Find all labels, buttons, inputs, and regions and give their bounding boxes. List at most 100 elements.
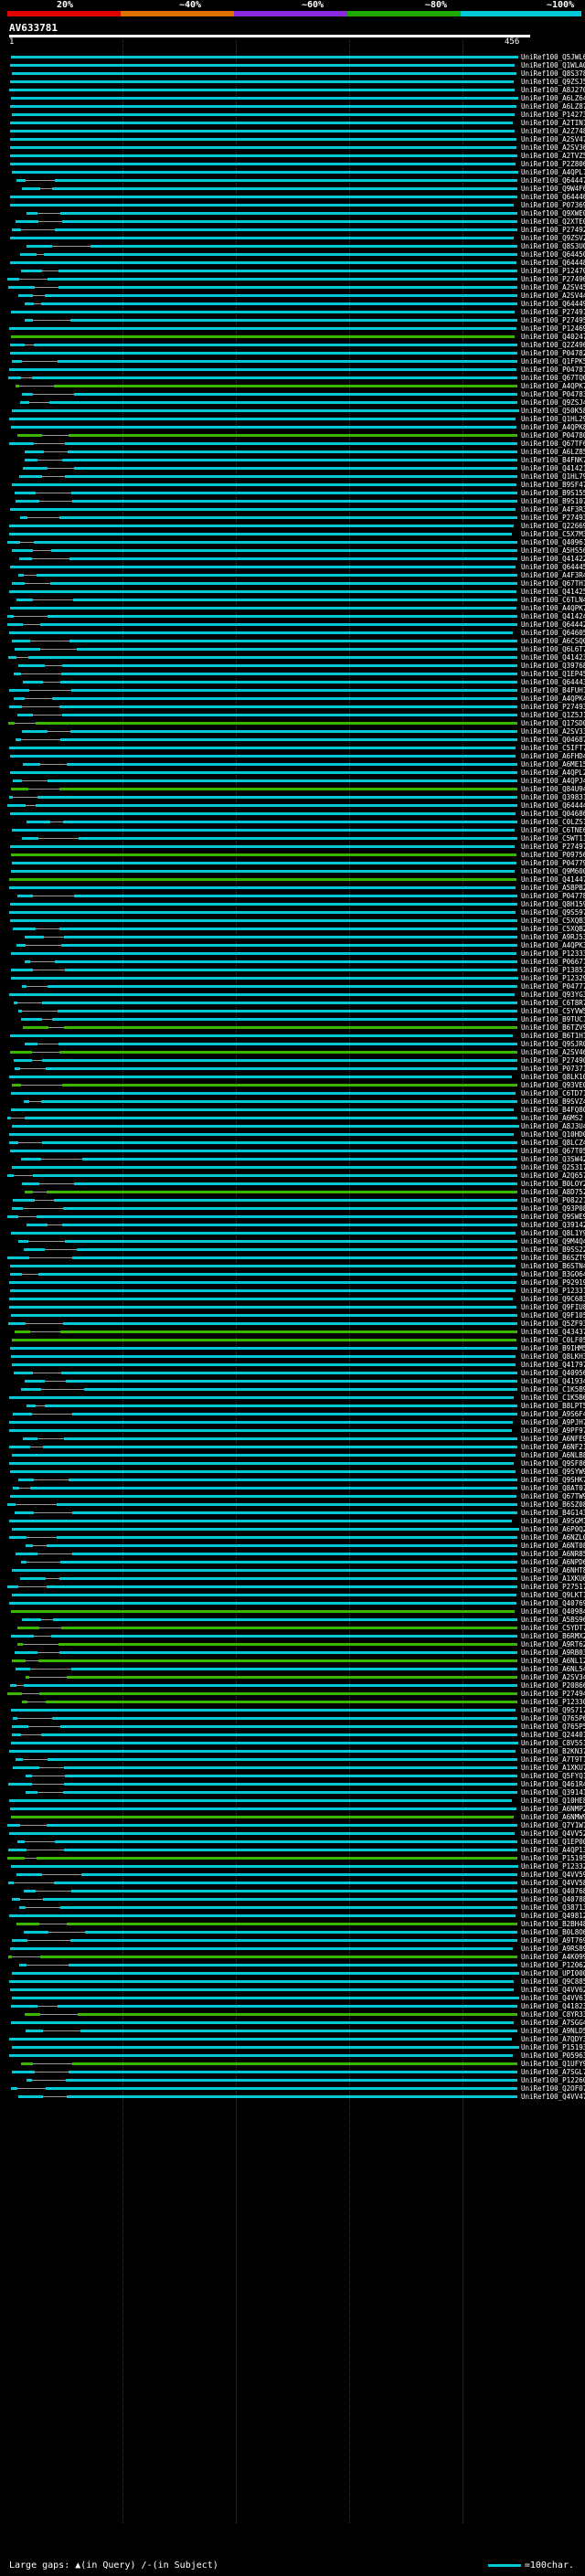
hit-row[interactable]: UniRef100_Q4VV58 [0, 1879, 585, 1887]
hit-row[interactable]: UniRef100_B4FNK7 [0, 456, 585, 464]
hit-label[interactable]: UniRef100_P04779 [521, 859, 585, 867]
hit-label[interactable]: UniRef100_A6MS2 [521, 1114, 583, 1122]
hit-label[interactable]: UniRef100_A4F3R4 [521, 571, 585, 579]
hit-label[interactable]: UniRef100_Q64448 [521, 259, 585, 267]
hit-row[interactable]: UniRef100_B9SF47 [0, 481, 585, 489]
hit-label[interactable]: UniRef100_P12329 [521, 974, 585, 982]
hit-label[interactable]: UniRef100_Q41424 [521, 612, 585, 620]
hit-row[interactable]: UniRef100_Q4VV59 [0, 1871, 585, 1879]
hit-label[interactable]: UniRef100_Q9SF86 [521, 1459, 585, 1468]
hit-label[interactable]: UniRef100_Q40768 [521, 1887, 585, 1895]
hit-label[interactable]: UniRef100_P12331 [521, 1287, 585, 1295]
hit-row[interactable]: UniRef100_A2Z748 [0, 127, 585, 135]
hit-label[interactable]: UniRef100_P27490 [521, 1056, 585, 1065]
hit-label[interactable]: UniRef100_A5BS96 [521, 1616, 585, 1624]
hit-label[interactable]: UniRef100_Q9M4Q4 [521, 1237, 585, 1246]
hit-label[interactable]: UniRef100_Q93YG3 [521, 991, 585, 999]
hit-label[interactable]: UniRef100_Q41797 [521, 1361, 585, 1369]
hit-label[interactable]: UniRef100_A9T769 [521, 1936, 585, 1945]
hit-label[interactable]: UniRef100_A6P0Q2 [521, 1525, 585, 1533]
hit-row[interactable]: UniRef100_Q1WLA0 [0, 61, 585, 69]
hit-label[interactable]: UniRef100_A9RB03 [521, 1648, 585, 1657]
hit-label[interactable]: UniRef100_P92919 [521, 1278, 585, 1287]
hit-label[interactable]: UniRef100_Q93P08 [521, 1204, 585, 1213]
hit-label[interactable]: UniRef100_Q40247 [521, 333, 585, 341]
hit-row[interactable]: UniRef100_A6FHD4 [0, 752, 585, 760]
hit-row[interactable]: UniRef100_Q765P6 [0, 1714, 585, 1723]
hit-row[interactable]: UniRef100_Q64449 [0, 300, 585, 308]
hit-label[interactable]: UniRef100_P09756 [521, 851, 585, 859]
hit-row[interactable]: UniRef100_P27491 [0, 308, 585, 316]
hit-row[interactable]: UniRef100_Q64446 [0, 193, 585, 201]
hit-label[interactable]: UniRef100_C1K5B6 [521, 1394, 585, 1402]
hit-label[interactable]: UniRef100_B2KN37 [521, 1747, 585, 1755]
hit-row[interactable]: UniRef100_Q67T05 [0, 1147, 585, 1155]
hit-row[interactable]: UniRef100_B9IHM5 [0, 1344, 585, 1352]
hit-row[interactable]: UniRef100_A2SV33 [0, 727, 585, 736]
hit-row[interactable]: UniRef100_Q9ZSJ5 [0, 78, 585, 86]
hit-label[interactable]: UniRef100_Q9FIU8 [521, 1303, 585, 1311]
hit-label[interactable]: UniRef100_A9NLD5 [521, 2027, 585, 2035]
hit-row[interactable]: UniRef100_A8J3U4 [0, 1122, 585, 1130]
hit-row[interactable]: UniRef100_A2SV47 [0, 135, 585, 143]
hit-row[interactable]: UniRef100_Q10HE8 [0, 1797, 585, 1805]
hit-label[interactable]: UniRef100_A6NFE9 [521, 1435, 585, 1443]
hit-label[interactable]: UniRef100_B4G143 [521, 1509, 585, 1517]
hit-row[interactable]: UniRef100_A6NL54 [0, 1665, 585, 1673]
hit-label[interactable]: UniRef100_A8D752 [521, 1188, 585, 1196]
hit-label[interactable]: UniRef100_Q40788 [521, 1895, 585, 1903]
hit-label[interactable]: UniRef100_A9RS89 [521, 1945, 585, 1953]
hit-row[interactable]: UniRef100_A8J270 [0, 86, 585, 94]
hit-label[interactable]: UniRef100_B9S155 [521, 489, 585, 497]
hit-label[interactable]: UniRef100_Q461R4 [521, 1780, 585, 1788]
hit-label[interactable]: UniRef100_Q5FYQ1 [521, 1772, 585, 1780]
hit-label[interactable]: UniRef100_Q41823 [521, 2002, 585, 2010]
hit-label[interactable]: UniRef100_Q4VV62 [521, 1986, 585, 1994]
hit-label[interactable]: UniRef100_Q43437 [521, 1328, 585, 1336]
hit-label[interactable]: UniRef100_Q8S3U0 [521, 242, 585, 250]
hit-label[interactable]: UniRef100_A9SGM1 [521, 1517, 585, 1525]
hit-label[interactable]: UniRef100_Q2Z496 [521, 341, 585, 349]
hit-label[interactable]: UniRef100_A4QPK4 [521, 694, 585, 703]
hit-label[interactable]: UniRef100_A1XKU7 [521, 1764, 585, 1772]
hit-label[interactable]: UniRef100_Q4VV47 [521, 2093, 585, 2101]
hit-label[interactable]: UniRef100_Q38713 [521, 1903, 585, 1912]
hit-label[interactable]: UniRef100_P27496 [521, 275, 585, 283]
hit-label[interactable]: UniRef100_Q2XTE0 [521, 217, 585, 226]
hit-label[interactable]: UniRef100_C8V5S1 [521, 1739, 585, 1747]
hit-row[interactable]: UniRef100_Q3SW42 [0, 1155, 585, 1163]
hit-label[interactable]: UniRef100_P12469 [521, 324, 585, 333]
hit-row[interactable]: UniRef100_A9RT62 [0, 1640, 585, 1648]
hit-row[interactable]: UniRef100_Q40769 [0, 1599, 585, 1607]
hit-row[interactable]: UniRef100_A6NF21 [0, 1443, 585, 1451]
hit-label[interactable]: UniRef100_B9TUC1 [521, 1015, 585, 1023]
hit-row[interactable]: UniRef100_A4K099 [0, 1953, 585, 1961]
hit-label[interactable]: UniRef100_Q41425 [521, 588, 585, 596]
hit-row[interactable]: UniRef100_Q39831 [0, 793, 585, 801]
hit-row[interactable]: UniRef100_Q2XTE0 [0, 217, 585, 226]
hit-label[interactable]: UniRef100_Q41447 [521, 875, 585, 884]
hit-row[interactable]: UniRef100_Q8AT07 [0, 1484, 585, 1492]
hit-row[interactable]: UniRef100_P15195 [0, 1854, 585, 1862]
hit-label[interactable]: UniRef100_Q4VV58 [521, 1879, 585, 1887]
hit-row[interactable]: UniRef100_A6LZ85 [0, 448, 585, 456]
hit-label[interactable]: UniRef100_A4QPK3 [521, 941, 585, 949]
hit-label[interactable]: UniRef100_Q1UFY9 [521, 2060, 585, 2068]
hit-row[interactable]: UniRef100_Q9F105 [0, 1311, 585, 1320]
hit-label[interactable]: UniRef100_A7SGL7 [521, 2068, 585, 2076]
hit-label[interactable]: UniRef100_UPI000.. [521, 1969, 585, 1977]
hit-row[interactable]: UniRef100_P13851 [0, 966, 585, 974]
hit-label[interactable]: UniRef100_A6LZ87 [521, 102, 585, 111]
hit-label[interactable]: UniRef100_P27495 [521, 316, 585, 324]
hit-label[interactable]: UniRef100_Q9S717 [521, 1706, 585, 1714]
hit-label[interactable]: UniRef100_A6FHD4 [521, 752, 585, 760]
hit-row[interactable]: UniRef100_Q5FYQ1 [0, 1772, 585, 1780]
hit-row[interactable]: UniRef100_P09756 [0, 851, 585, 859]
hit-label[interactable]: UniRef100_Q6L6T7 [521, 645, 585, 653]
hit-label[interactable]: UniRef100_B9SS22 [521, 1246, 585, 1254]
hit-label[interactable]: UniRef100_Q4VV61 [521, 1994, 585, 2002]
hit-label[interactable]: UniRef100_Q64445 [521, 563, 585, 571]
hit-row[interactable]: UniRef100_B4FQ80 [0, 1106, 585, 1114]
hit-label[interactable]: UniRef100_A2SV34 [521, 1673, 585, 1681]
hit-row[interactable]: UniRef100_A4QPK7 [0, 604, 585, 612]
